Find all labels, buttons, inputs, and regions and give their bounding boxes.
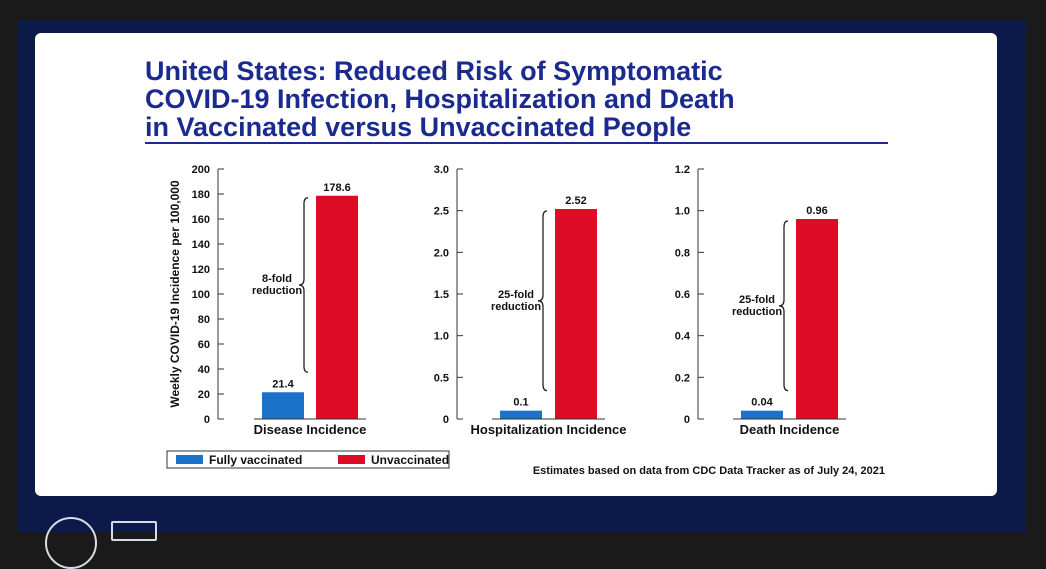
y-tick-label: 0.2	[675, 372, 690, 384]
bar-vaccinated	[500, 410, 542, 419]
chart-panel-death: 0 0.2 0.4 0.6 0.8 1.0 1.2 0.04 0.96 Death Inciden…	[675, 164, 846, 437]
seal-logo-icon	[45, 517, 97, 569]
legend-box	[166, 450, 450, 469]
y-tick-label: 1.0	[675, 206, 690, 218]
title-underline	[145, 142, 888, 144]
incidence-charts: 0 20 40 60 80 100 120 140 160 180 200 21.4 178.6 Dise…	[166, 164, 885, 477]
title-line-2: COVID-19 Infection, Hospitalization and …	[145, 84, 735, 114]
bar-vaccinated	[262, 392, 304, 419]
x-axis-label: Hospitalization Incidence	[470, 422, 626, 437]
x-axis-label: Disease Incidence	[254, 422, 367, 437]
bar-value-label: 178.6	[323, 182, 351, 194]
x-axis-label: Death Incidence	[740, 422, 840, 437]
bar-unvaccinated	[555, 209, 597, 419]
y-tick-label: 100	[192, 289, 210, 301]
y-tick-label: 0.5	[434, 372, 449, 384]
bar-value-label: 21.4	[272, 378, 294, 390]
bar-vaccinated	[741, 410, 783, 419]
legend-swatch	[338, 455, 365, 464]
y-tick-label: 1.0	[434, 331, 449, 343]
reduction-annotation: 25-fold	[739, 294, 775, 306]
bar-value-label: 0.1	[513, 397, 528, 409]
chart-panel-disease: 0 20 40 60 80 100 120 140 160 180 200 21.4 178.6 Dise…	[192, 164, 367, 437]
y-tick-label: 140	[192, 239, 210, 251]
reduction-annotation: 25-fold	[498, 289, 534, 301]
legend-label: Fully vaccinated	[209, 453, 302, 467]
reduction-brace	[537, 210, 548, 392]
footnote: Estimates based on data from CDC Data Tr…	[533, 465, 885, 477]
y-tick-label: 3.0	[434, 164, 449, 176]
title-line-3: in Vaccinated versus Unvaccinated People	[145, 112, 692, 142]
legend: Fully vaccinated Unvaccinated	[166, 450, 450, 469]
y-tick-label: 20	[198, 389, 210, 401]
y-tick-label: 2.5	[434, 206, 449, 218]
y-tick-label: 180	[192, 189, 210, 201]
y-tick-label: 80	[198, 314, 210, 326]
legend-swatch	[176, 455, 203, 464]
y-tick-label: 0	[684, 414, 690, 426]
y-tick-label: 0.4	[675, 331, 691, 343]
reduction-annotation: reduction	[491, 301, 541, 313]
y-tick-label: 160	[192, 214, 210, 226]
chart-panel-hospitalization: 0 0.5 1.0 1.5 2.0 2.5 3.0 0.1 2.52 Hospitalizatio…	[434, 164, 627, 437]
slide-title: United States: Reduced Risk of Symptomat…	[145, 57, 885, 141]
y-tick-label: 1.5	[434, 289, 449, 301]
y-tick-label: 0.8	[675, 247, 690, 259]
agency-logo-icon	[111, 521, 157, 541]
legend-label: Unvaccinated	[371, 453, 449, 467]
reduction-brace	[778, 220, 789, 392]
reduction-annotation: reduction	[252, 285, 302, 297]
bar-unvaccinated	[796, 219, 838, 419]
reduction-annotation: reduction	[732, 306, 782, 318]
y-tick-label: 0	[204, 414, 210, 426]
y-tick-label: 200	[192, 164, 210, 176]
bar-value-label: 2.52	[565, 195, 586, 207]
bar-value-label: 0.04	[751, 397, 773, 409]
y-tick-label: 0	[443, 414, 449, 426]
bar-value-label: 0.96	[806, 205, 827, 217]
y-tick-label: 2.0	[434, 247, 449, 259]
y-tick-label: 0.6	[675, 289, 690, 301]
y-tick-label: 1.2	[675, 164, 690, 176]
y-tick-label: 60	[198, 339, 210, 351]
y-tick-label: 40	[198, 364, 210, 376]
bar-unvaccinated	[316, 195, 358, 419]
reduction-annotation: 8-fold	[262, 273, 292, 285]
y-tick-label: 120	[192, 264, 210, 276]
title-line-1: United States: Reduced Risk of Symptomat…	[145, 56, 723, 86]
y-axis-label: Weekly COVID-19 Incidence per 100,000	[168, 180, 182, 408]
reduction-brace	[298, 197, 309, 373]
